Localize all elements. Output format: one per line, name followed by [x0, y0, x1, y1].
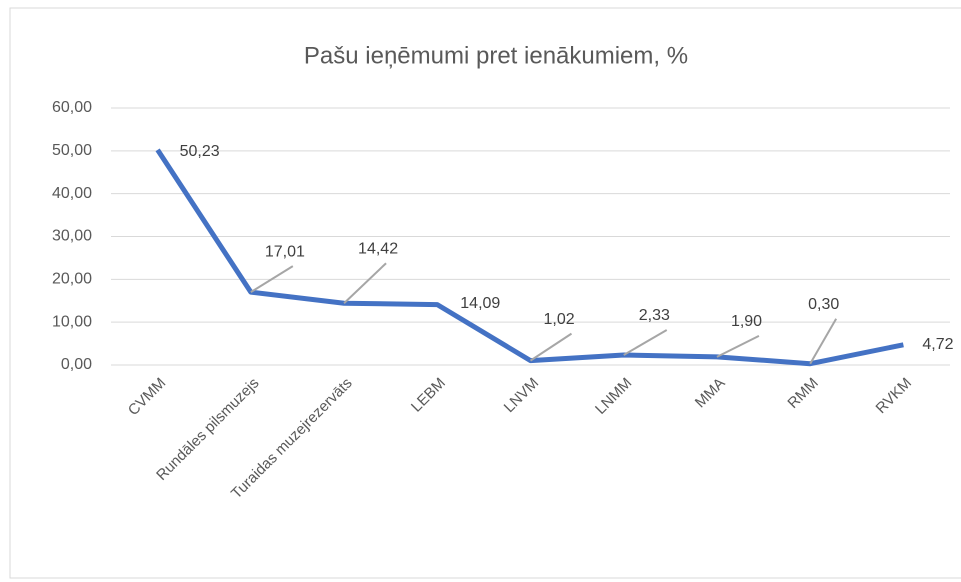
- data-label: 14,42: [358, 240, 398, 257]
- data-label: 1,90: [731, 313, 762, 330]
- data-label: 1,02: [544, 311, 575, 328]
- data-label: 50,23: [180, 143, 220, 160]
- y-tick-label: 40,00: [52, 185, 92, 202]
- chart-border: [9, 7, 961, 579]
- y-tick-label: 60,00: [52, 99, 92, 116]
- data-label: 4,72: [922, 336, 953, 353]
- leader-line: [809, 318, 838, 365]
- y-tick-label: 20,00: [52, 271, 92, 288]
- chart-title: Pašu ieņēmumi pret ienākumiem, %: [304, 42, 688, 69]
- y-tick-label: 10,00: [52, 313, 92, 330]
- leader-line: [716, 334, 760, 358]
- leader-line: [529, 332, 573, 362]
- leader-line: [343, 262, 387, 304]
- y-tick-label: 0,00: [61, 356, 92, 373]
- data-label: 0,30: [808, 296, 839, 313]
- data-label: 14,09: [460, 295, 500, 312]
- y-tick-label: 50,00: [52, 142, 92, 159]
- data-label: 2,33: [639, 307, 670, 324]
- data-label: 17,01: [265, 243, 305, 260]
- y-tick-label: 30,00: [52, 228, 92, 245]
- leader-line: [623, 329, 668, 356]
- leader-line: [250, 265, 294, 293]
